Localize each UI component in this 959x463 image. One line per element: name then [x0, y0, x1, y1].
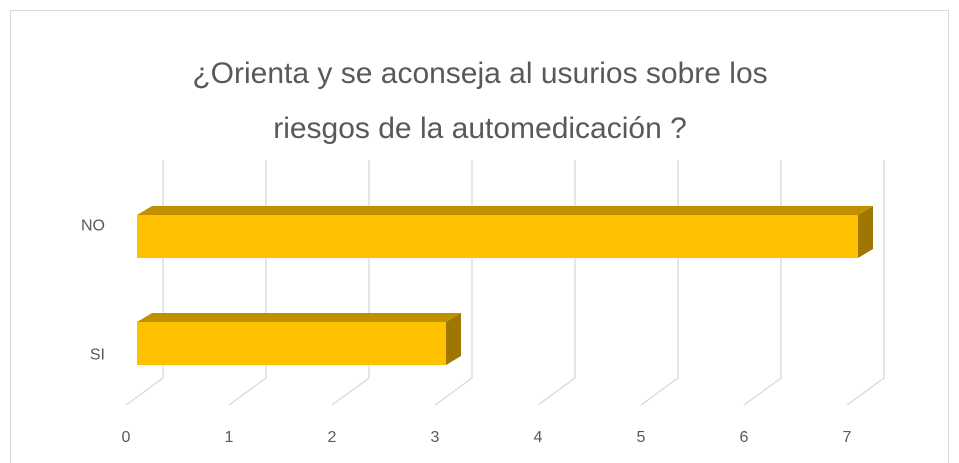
x-tick-label: 0: [122, 429, 131, 446]
bar: [137, 206, 873, 258]
x-tick-label: 3: [431, 429, 440, 446]
y-tick-label: SI: [90, 347, 105, 364]
bar: [137, 313, 461, 365]
x-tick-label: 7: [843, 429, 852, 446]
grid-line: [846, 160, 885, 406]
bar-face: [858, 206, 873, 258]
bar-face: [446, 313, 461, 365]
bar-face: [137, 322, 446, 365]
x-tick-label: 2: [328, 429, 337, 446]
bar-face: [137, 313, 461, 322]
x-tick-label: 6: [740, 429, 749, 446]
chart-title: riesgos de la automedicación ?: [273, 112, 687, 145]
x-tick-label: 4: [534, 429, 543, 446]
y-tick-label: NO: [81, 218, 105, 235]
x-tick-label: 1: [225, 429, 234, 446]
bar-face: [137, 215, 858, 258]
x-tick-label: 5: [637, 429, 646, 446]
bar-face: [137, 206, 873, 215]
chart-title: ¿Orienta y se aconseja al usurios sobre …: [192, 57, 767, 90]
